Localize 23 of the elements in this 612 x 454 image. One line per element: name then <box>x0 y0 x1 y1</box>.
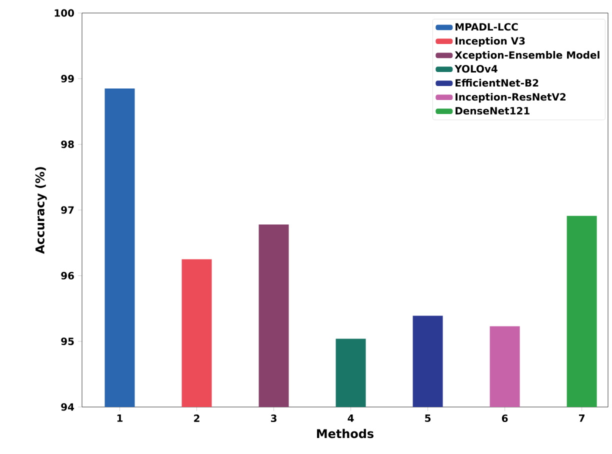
legend-label: Xception-Ensemble Model <box>454 51 600 61</box>
y-tick-label: 98 <box>61 140 74 148</box>
y-tick-label: 100 <box>54 9 74 17</box>
y-tick-label: 94 <box>61 403 74 411</box>
x-axis-title: Methods <box>317 428 374 438</box>
y-axis-title: Accuracy (%) <box>35 167 47 254</box>
x-tick-label: 5 <box>425 414 431 422</box>
x-tick-label: 1 <box>117 414 123 422</box>
legend-label: YOLOv4 <box>454 65 498 73</box>
x-tick-label: 4 <box>348 414 354 422</box>
y-tick-label: 97 <box>61 206 74 214</box>
x-tick-label: 2 <box>194 414 200 422</box>
y-tick-label: 96 <box>61 272 74 280</box>
legend-label: DenseNet121 <box>456 107 530 115</box>
legend-label: MPADL-LCC <box>456 23 518 31</box>
x-tick-label: 3 <box>270 414 276 422</box>
legend-label: Inception-ResNetV2 <box>456 92 566 103</box>
legend-label: Inception V3 <box>456 36 525 47</box>
legend-label: EfficientNet-B2 <box>456 78 538 87</box>
x-tick-label: 7 <box>579 414 584 422</box>
y-tick-label: 95 <box>61 338 74 346</box>
y-tick-label: 99 <box>61 74 74 82</box>
x-tick-label: 6 <box>502 414 508 422</box>
